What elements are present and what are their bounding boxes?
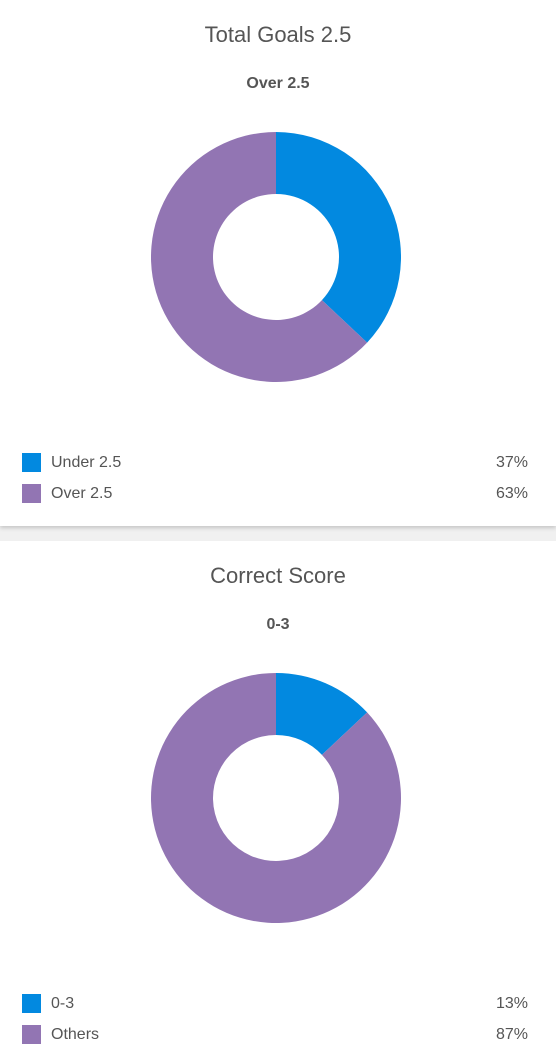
donut-slice-over-2-5[interactable]: [151, 132, 368, 382]
legend-item-score[interactable]: 0-3 13%: [22, 992, 528, 1023]
chart-legend: Under 2.5 37% Over 2.5 63%: [22, 451, 528, 513]
legend-value: 63%: [495, 485, 528, 502]
legend-item-over[interactable]: Over 2.5 63%: [22, 482, 528, 513]
legend-label: Under 2.5: [51, 454, 122, 471]
legend-value: 13%: [495, 995, 528, 1012]
legend-swatch: [22, 1025, 41, 1044]
legend-label: Over 2.5: [51, 485, 113, 502]
legend-value: 37%: [495, 454, 528, 471]
chart-subtitle: Over 2.5: [246, 75, 310, 92]
donut-slice-others[interactable]: [151, 673, 401, 923]
legend-swatch: [22, 994, 41, 1013]
legend-value: 87%: [495, 1026, 528, 1043]
legend-swatch: [22, 453, 41, 472]
legend-label: 0-3: [51, 995, 75, 1012]
legend-swatch: [22, 484, 41, 503]
donut-chart: [151, 132, 401, 382]
donut-chart: [151, 673, 401, 923]
donut-slice-under-2-5[interactable]: [276, 132, 401, 343]
chart-legend: 0-3 13% Others 87%: [22, 992, 528, 1054]
legend-item-under[interactable]: Under 2.5 37%: [22, 451, 528, 482]
donut-slice-0-3[interactable]: [276, 673, 368, 755]
legend-item-others[interactable]: Others 87%: [22, 1023, 528, 1054]
total-goals-card: Total Goals 2.5 Over 2.5 Under 2.5 37% O…: [0, 0, 556, 526]
chart-title: Correct Score: [210, 563, 346, 588]
chart-subtitle: 0-3: [266, 616, 290, 633]
chart-title: Total Goals 2.5: [204, 22, 352, 47]
correct-score-card: Correct Score 0-3 0-3 13% Others 87%: [0, 541, 556, 1063]
legend-label: Others: [51, 1026, 100, 1043]
